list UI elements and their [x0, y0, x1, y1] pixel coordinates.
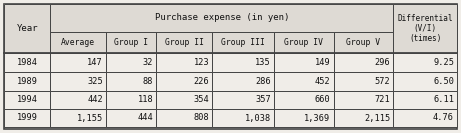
Bar — [106, 109, 156, 127]
Bar — [50, 53, 106, 72]
Bar — [334, 91, 393, 109]
Bar — [212, 109, 274, 127]
Text: Average: Average — [61, 38, 95, 47]
Text: 149: 149 — [315, 58, 331, 67]
Text: 721: 721 — [375, 95, 390, 105]
Text: 135: 135 — [255, 58, 271, 67]
Bar — [274, 72, 334, 91]
Bar — [393, 72, 457, 91]
Text: 123: 123 — [194, 58, 209, 67]
Text: 6.50: 6.50 — [433, 77, 454, 86]
Bar — [274, 32, 334, 53]
Text: 572: 572 — [375, 77, 390, 86]
Bar — [393, 91, 457, 109]
Bar — [274, 91, 334, 109]
Text: 147: 147 — [88, 58, 103, 67]
Bar — [4, 109, 50, 127]
Bar — [156, 109, 212, 127]
Bar — [4, 4, 457, 53]
Bar — [393, 109, 457, 127]
Bar — [393, 4, 457, 53]
Text: 9.25: 9.25 — [433, 58, 454, 67]
Text: 32: 32 — [143, 58, 154, 67]
Bar — [4, 53, 457, 72]
Bar — [334, 32, 393, 53]
Bar — [334, 72, 393, 91]
Text: 1,369: 1,369 — [304, 113, 331, 122]
Bar — [212, 72, 274, 91]
Bar — [334, 109, 393, 127]
Text: 296: 296 — [375, 58, 390, 67]
Bar — [106, 72, 156, 91]
Bar — [4, 53, 50, 72]
Text: 660: 660 — [315, 95, 331, 105]
Text: 1989: 1989 — [17, 77, 38, 86]
Bar — [156, 32, 212, 53]
Text: 1,038: 1,038 — [245, 113, 271, 122]
Text: Group III: Group III — [221, 38, 265, 47]
Bar — [212, 32, 274, 53]
Bar — [4, 91, 457, 109]
Text: Differential
(V/I)
(times): Differential (V/I) (times) — [397, 14, 453, 43]
Text: 1,155: 1,155 — [77, 113, 103, 122]
Text: 6.11: 6.11 — [433, 95, 454, 105]
Bar — [393, 53, 457, 72]
Bar — [156, 53, 212, 72]
Text: 808: 808 — [194, 113, 209, 122]
Text: 1999: 1999 — [17, 113, 38, 122]
Bar — [106, 32, 156, 53]
Text: 325: 325 — [88, 77, 103, 86]
Bar — [4, 91, 50, 109]
Text: 226: 226 — [194, 77, 209, 86]
Text: 442: 442 — [88, 95, 103, 105]
Bar — [50, 91, 106, 109]
Bar — [4, 72, 50, 91]
Text: Year: Year — [17, 24, 38, 33]
Text: Group II: Group II — [165, 38, 204, 47]
Bar — [106, 53, 156, 72]
Text: 354: 354 — [194, 95, 209, 105]
Text: 357: 357 — [255, 95, 271, 105]
Bar — [4, 72, 457, 91]
Text: 2,115: 2,115 — [364, 113, 390, 122]
Text: 286: 286 — [255, 77, 271, 86]
Bar — [50, 72, 106, 91]
Text: Group I: Group I — [114, 38, 148, 47]
Text: 88: 88 — [143, 77, 154, 86]
Bar — [212, 53, 274, 72]
Bar — [4, 109, 457, 127]
Bar — [50, 109, 106, 127]
Text: 118: 118 — [137, 95, 154, 105]
Text: 4.76: 4.76 — [433, 113, 454, 122]
Bar — [106, 91, 156, 109]
Bar — [50, 4, 393, 32]
Bar — [50, 32, 106, 53]
Bar — [274, 109, 334, 127]
Bar — [274, 53, 334, 72]
Bar — [4, 4, 50, 53]
Text: Group IV: Group IV — [284, 38, 323, 47]
Bar — [156, 72, 212, 91]
Text: Group V: Group V — [347, 38, 381, 47]
Bar — [334, 53, 393, 72]
Bar — [212, 91, 274, 109]
Text: Purchase expense (in yen): Purchase expense (in yen) — [154, 14, 289, 22]
Text: 444: 444 — [137, 113, 154, 122]
Bar — [156, 91, 212, 109]
Text: 1994: 1994 — [17, 95, 38, 105]
Text: 1984: 1984 — [17, 58, 38, 67]
Text: 452: 452 — [315, 77, 331, 86]
